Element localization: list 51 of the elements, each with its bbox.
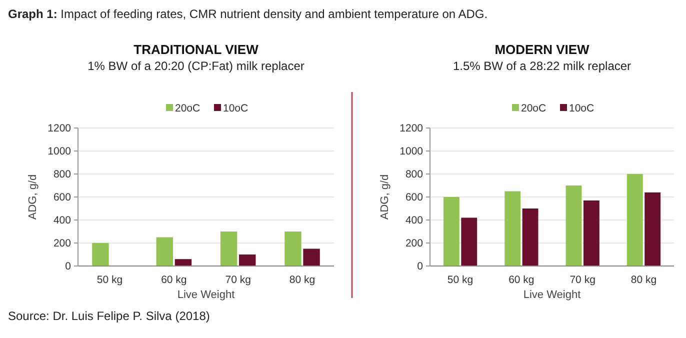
bar xyxy=(626,174,643,266)
chart-title: TRADITIONAL VIEW xyxy=(134,42,260,57)
y-axis-title: ADG, g/d xyxy=(379,174,391,220)
y-tick-label: 200 xyxy=(53,238,72,250)
bar xyxy=(239,254,256,266)
legend-label: 10oC xyxy=(569,102,595,115)
y-tick-label: 0 xyxy=(65,260,72,273)
x-tick-label: 60 kg xyxy=(508,274,534,286)
x-tick-label: 50 kg xyxy=(96,274,123,286)
bar xyxy=(174,259,192,266)
x-tick-label: 60 kg xyxy=(161,274,187,286)
x-tick-label: 80 kg xyxy=(630,274,657,286)
bar xyxy=(461,218,478,266)
y-tick-label: 400 xyxy=(53,214,72,227)
y-tick-label: 600 xyxy=(405,192,424,204)
caption: Graph 1: Impact of feeding rates, CMR nutrient density and ambient temperature on ADG. xyxy=(8,7,488,21)
y-tick-label: 800 xyxy=(405,168,424,181)
bar xyxy=(583,200,600,266)
y-axis-title: ADG, g/d xyxy=(27,174,39,220)
x-axis-title: Live Weight xyxy=(523,289,581,301)
chart-subtitle: 1.5% BW of a 28:22 milk replacer xyxy=(452,59,632,73)
bar xyxy=(284,232,302,266)
bar xyxy=(303,248,320,266)
source-note: Source: Dr. Luis Felipe P. Silva (2018) xyxy=(8,309,210,323)
y-tick-label: 200 xyxy=(405,238,424,250)
y-tick-label: 600 xyxy=(53,192,72,204)
bar xyxy=(566,186,582,266)
chart-subtitle: 1% BW of a 20:20 (CP:Fat) milk replacer xyxy=(88,59,304,73)
y-tick-label: 800 xyxy=(53,168,72,181)
y-tick-label: 1200 xyxy=(400,122,424,135)
y-tick-label: 1000 xyxy=(48,146,72,158)
bar xyxy=(220,232,238,266)
bar xyxy=(443,197,460,266)
y-tick-label: 0 xyxy=(417,260,424,273)
y-tick-label: 1000 xyxy=(400,146,424,158)
x-axis-title: Live Weight xyxy=(177,289,235,301)
y-tick-label: 1200 xyxy=(48,122,72,135)
x-tick-label: 50 kg xyxy=(447,274,474,286)
y-tick-label: 400 xyxy=(405,214,424,227)
bar xyxy=(504,191,521,266)
legend-label: 10oC xyxy=(223,102,249,115)
x-tick-label: 80 kg xyxy=(289,274,316,286)
chart-title: MODERN VIEW xyxy=(494,42,590,57)
bar xyxy=(92,243,109,266)
legend-label: 20oC xyxy=(521,102,547,115)
x-tick-label: 70 kg xyxy=(225,274,252,286)
legend-label: 20oC xyxy=(175,102,201,115)
x-tick-label: 70 kg xyxy=(570,274,596,286)
bar xyxy=(522,208,538,266)
bar xyxy=(156,237,173,266)
bar xyxy=(644,192,661,266)
